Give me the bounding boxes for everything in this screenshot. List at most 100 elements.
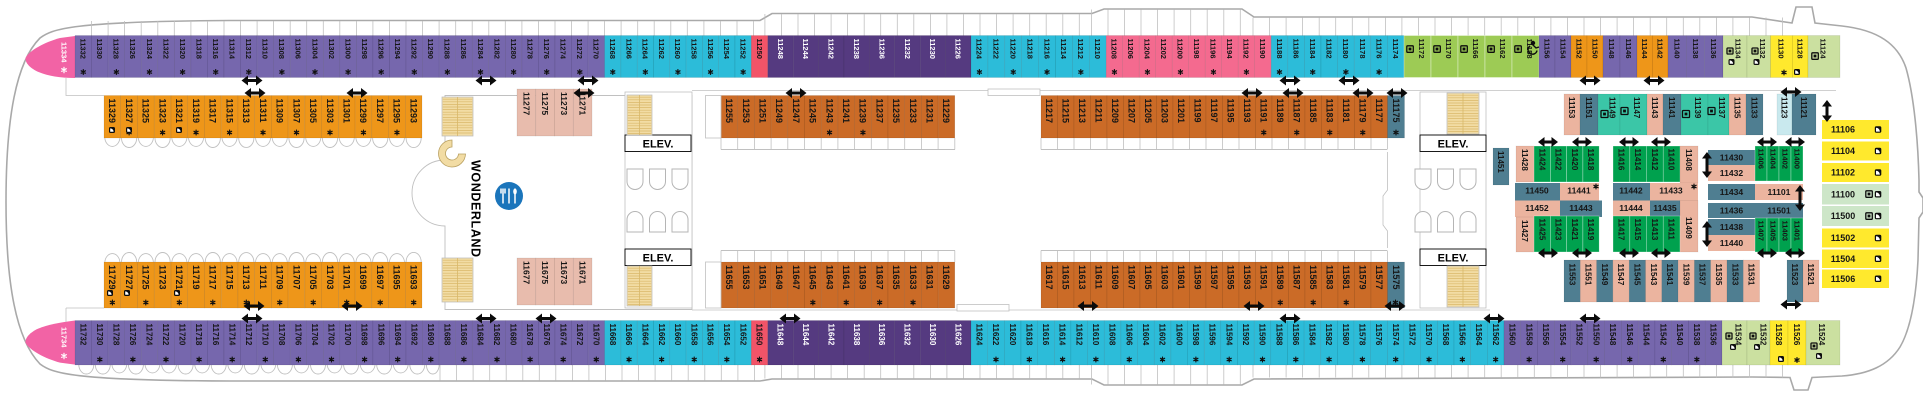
svg-text:11615: 11615 [1061,265,1071,290]
svg-text:11147: 11147 [1632,97,1641,119]
svg-text:11241: 11241 [841,99,851,124]
svg-text:11633: 11633 [908,265,918,290]
svg-text:11719: 11719 [191,265,201,290]
svg-text:11185: 11185 [1308,99,1318,123]
svg-text:11247: 11247 [791,99,801,124]
svg-text:11262: 11262 [657,39,666,59]
svg-text:11216: 11216 [1042,39,1051,59]
svg-text:11654: 11654 [722,324,731,346]
svg-text:11597: 11597 [1209,265,1219,290]
svg-text:11695: 11695 [392,265,402,290]
svg-text:11280: 11280 [509,39,518,59]
svg-text:11534: 11534 [1734,324,1743,346]
svg-text:11594: 11594 [1224,324,1233,346]
svg-text:11582: 11582 [1324,324,1333,346]
svg-text:11539: 11539 [1681,264,1690,286]
svg-text:11590: 11590 [1258,324,1267,346]
svg-text:11424: 11424 [1537,149,1546,171]
svg-text:11554: 11554 [1558,324,1567,346]
svg-text:11609: 11609 [1110,265,1120,290]
svg-text:11274: 11274 [559,39,568,60]
svg-text:11211: 11211 [1094,99,1104,123]
svg-text:11711: 11711 [258,265,268,289]
svg-text:11217: 11217 [1044,99,1054,124]
svg-text:11629: 11629 [941,265,951,290]
svg-text:11677: 11677 [521,261,531,284]
svg-text:11602: 11602 [1158,324,1167,346]
svg-text:11128: 11128 [1795,39,1804,59]
svg-text:11237: 11237 [874,99,884,124]
svg-text:11314: 11314 [228,39,237,60]
svg-text:11176: 11176 [1374,39,1383,59]
svg-text:11229: 11229 [941,99,951,124]
svg-text:11581: 11581 [1341,265,1351,290]
svg-text:11668: 11668 [608,324,617,346]
svg-text:11194: 11194 [1225,39,1234,60]
svg-text:11562: 11562 [1491,324,1500,346]
svg-text:11641: 11641 [841,265,851,290]
svg-text:11303: 11303 [325,99,335,124]
svg-text:11647: 11647 [791,265,801,290]
svg-text:11102: 11102 [1831,168,1855,178]
svg-text:11438: 11438 [1720,222,1744,232]
svg-text:11568: 11568 [1441,324,1450,346]
svg-text:11728: 11728 [112,324,121,346]
svg-text:11639: 11639 [858,265,868,290]
svg-text:11419: 11419 [1586,219,1595,241]
svg-text:11653: 11653 [741,265,751,290]
svg-text:11220: 11220 [1009,39,1018,59]
svg-text:11660: 11660 [673,324,682,346]
svg-text:11299: 11299 [358,99,368,124]
svg-text:11706: 11706 [294,324,303,346]
svg-text:11587: 11587 [1292,265,1302,290]
svg-text:ELEV.: ELEV. [643,253,674,265]
svg-text:11198: 11198 [1192,39,1201,59]
svg-text:11423: 11423 [1554,219,1563,241]
svg-text:11618: 11618 [1024,324,1033,346]
svg-text:11707: 11707 [291,265,301,290]
svg-text:11626: 11626 [953,324,962,346]
svg-text:11724: 11724 [145,324,154,346]
svg-text:11306: 11306 [294,39,303,59]
svg-text:11124: 11124 [1818,39,1827,60]
svg-text:11535: 11535 [1714,264,1723,286]
svg-text:11701: 11701 [342,265,352,290]
svg-text:11402: 11402 [1780,149,1789,169]
svg-text:11238: 11238 [852,39,861,59]
svg-text:11544: 11544 [1642,324,1651,346]
svg-text:11579: 11579 [1358,265,1368,290]
svg-text:11245: 11245 [808,99,818,124]
svg-text:11545: 11545 [1633,264,1642,286]
svg-text:11604: 11604 [1141,324,1150,346]
svg-text:11135: 11135 [1733,97,1742,119]
svg-text:11134: 11134 [1733,39,1742,60]
svg-text:11207: 11207 [1127,99,1137,124]
svg-text:11308: 11308 [277,39,286,59]
svg-text:11255: 11255 [724,99,734,124]
svg-text:11664: 11664 [641,324,650,346]
svg-text:11599: 11599 [1193,265,1203,290]
svg-text:11296: 11296 [377,39,386,59]
svg-text:11410: 11410 [1667,149,1676,171]
svg-text:11553: 11553 [1567,264,1576,286]
svg-text:11414: 11414 [1633,149,1642,171]
svg-text:11662: 11662 [657,324,666,346]
svg-text:11636: 11636 [877,324,886,346]
svg-text:11726: 11726 [128,324,137,346]
svg-text:11606: 11606 [1124,324,1133,346]
svg-text:11598: 11598 [1191,324,1200,346]
svg-text:11422: 11422 [1554,149,1563,171]
svg-text:11585: 11585 [1308,265,1318,290]
svg-text:11327: 11327 [124,99,134,124]
svg-text:11610: 11610 [1091,324,1100,346]
svg-text:11722: 11722 [161,324,170,346]
svg-text:11642: 11642 [826,324,835,346]
svg-text:11156: 11156 [1542,39,1551,59]
svg-text:11334: 11334 [59,42,68,63]
svg-text:11288: 11288 [443,39,452,59]
svg-text:11532: 11532 [1759,324,1768,346]
svg-text:11708: 11708 [277,324,286,346]
svg-text:11645: 11645 [808,265,818,290]
svg-text:11528: 11528 [1774,324,1783,346]
svg-text:11138: 11138 [1691,39,1700,59]
